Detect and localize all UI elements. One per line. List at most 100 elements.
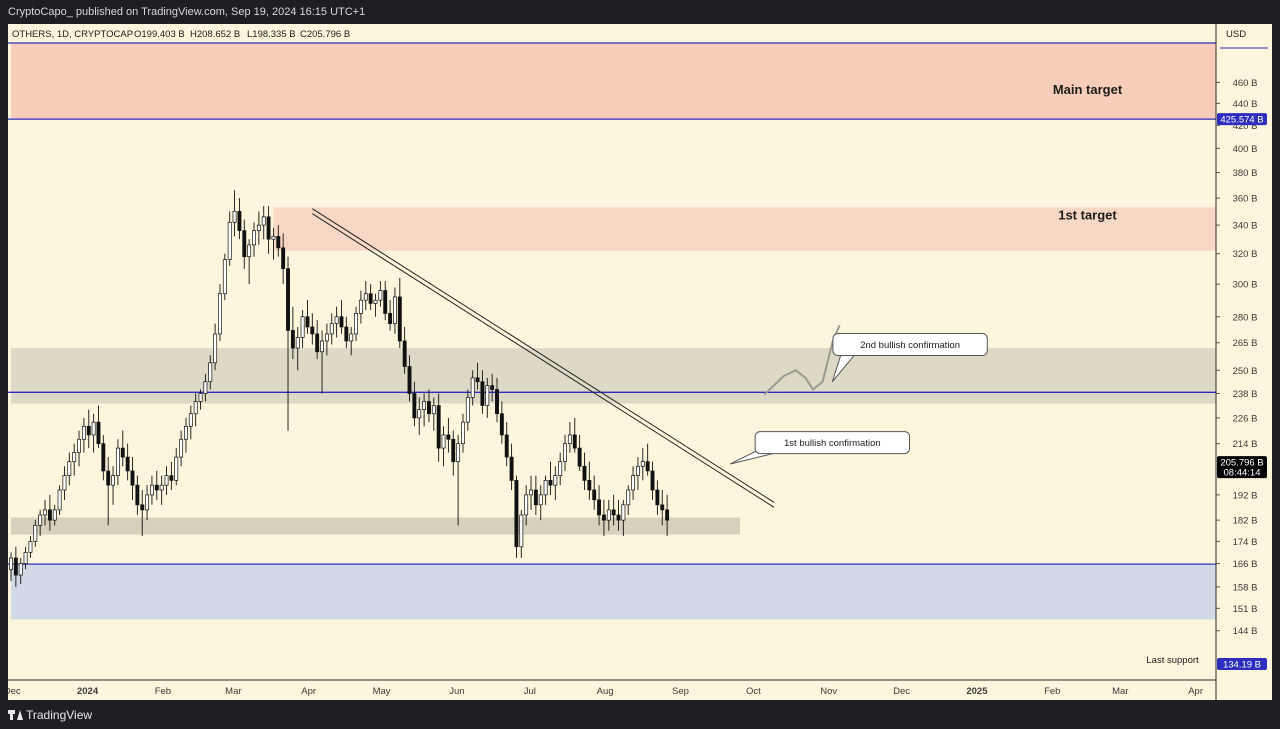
tradingview-logo[interactable]: TradingView — [8, 708, 92, 722]
candle-body — [198, 393, 203, 402]
price-tick-label: 440 B — [1233, 99, 1258, 110]
candle-body — [349, 333, 354, 342]
candle-body — [354, 313, 359, 335]
candle-body — [218, 293, 222, 335]
candle-body — [18, 563, 23, 576]
candle-body — [485, 385, 490, 406]
candle-body — [115, 447, 120, 476]
first-target-zone[interactable] — [273, 207, 1216, 251]
candle-body — [232, 211, 237, 223]
candle-body — [499, 413, 504, 436]
time-tick-label: Dec — [893, 686, 910, 697]
candle-body — [543, 480, 548, 496]
candle-body — [169, 475, 174, 481]
price-chart[interactable]: Main target 1st target Last support 2nd bul… — [8, 24, 1272, 700]
last-support-zone[interactable] — [11, 565, 1216, 620]
candle-body — [125, 456, 130, 472]
callout-text: 2nd bullish confirmation — [860, 340, 960, 351]
candle-body — [475, 377, 480, 383]
candle-body — [412, 393, 417, 419]
candle-body — [72, 452, 77, 463]
candle-body — [587, 480, 592, 491]
downtrend-line-parallel[interactable] — [312, 213, 775, 508]
candle-body — [261, 216, 266, 226]
candle-body — [81, 425, 86, 440]
candle-body — [213, 333, 218, 364]
price-tick-label: 340 B — [1233, 221, 1258, 232]
support-zone[interactable] — [11, 517, 740, 535]
candle-body — [9, 557, 13, 570]
candle-body — [402, 340, 407, 367]
candle-body — [324, 333, 329, 342]
price-axis-panel[interactable] — [1216, 24, 1272, 700]
callout-box[interactable] — [832, 333, 988, 357]
price-badge[interactable] — [1217, 113, 1267, 126]
price-tick-label: 166 B — [1233, 559, 1258, 570]
candle-body — [480, 381, 485, 406]
downtrend-line[interactable] — [312, 208, 775, 503]
ohlc-close: C205.796 B — [300, 29, 350, 40]
candle-body — [140, 504, 145, 511]
candle-body — [52, 509, 57, 521]
candle-body — [601, 514, 606, 521]
footer-bar: TradingView — [0, 700, 1280, 729]
candle-body — [533, 489, 538, 506]
time-tick-label: Feb — [155, 686, 171, 697]
candle-body — [86, 425, 91, 436]
candle-body — [373, 299, 378, 304]
price-tick-label: 300 B — [1233, 280, 1258, 291]
candle-body — [407, 366, 412, 394]
candle-body — [383, 290, 388, 314]
callout-pointer — [831, 348, 856, 383]
time-tick-label: 2025 — [966, 686, 988, 697]
time-tick-label: Jun — [449, 686, 464, 697]
candle-body — [120, 447, 125, 458]
candle-body — [548, 480, 553, 486]
currency-label[interactable]: USD — [1226, 29, 1246, 40]
candle-body — [465, 397, 470, 423]
candle-body — [242, 230, 247, 258]
price-badge-label: 205.796 B — [1220, 458, 1263, 469]
candle-body — [305, 316, 310, 328]
candle-body — [577, 447, 582, 467]
candle-body — [645, 461, 650, 472]
candle-body — [135, 484, 140, 506]
candle-body — [446, 434, 451, 440]
candle-body — [179, 438, 184, 458]
callout-box[interactable] — [754, 431, 911, 455]
price-tick-label: 420 B — [1233, 121, 1258, 132]
candle-body — [635, 465, 640, 476]
candle-body — [397, 296, 402, 342]
candle-body — [67, 461, 72, 476]
candle-body — [514, 480, 519, 548]
price-tick-label: 174 B — [1233, 537, 1258, 548]
candle-body — [334, 316, 339, 324]
candle-body — [665, 509, 670, 521]
candle-body — [558, 461, 563, 476]
candle-body — [315, 333, 320, 353]
candle-body — [329, 323, 334, 335]
candle-body — [504, 434, 509, 458]
price-badge[interactable] — [1217, 456, 1267, 479]
chart-frame[interactable]: Main target 1st target Last support 2nd bul… — [8, 24, 1272, 700]
projection-path[interactable] — [763, 324, 841, 396]
candle-body — [271, 235, 276, 240]
candle-body — [631, 475, 636, 491]
candle-body — [252, 230, 256, 246]
candle-body — [237, 211, 242, 232]
candle-body — [529, 489, 533, 496]
candle-body — [33, 525, 38, 542]
time-tick-label: May — [373, 686, 391, 697]
candle-body — [597, 499, 602, 516]
main-target-zone[interactable] — [11, 43, 1216, 120]
candle-body — [106, 470, 111, 486]
price-badge[interactable] — [1217, 658, 1267, 671]
candle-body — [344, 326, 349, 342]
bullish-confirmation-zone[interactable] — [11, 348, 1216, 404]
candle-body — [310, 326, 315, 335]
candle-body — [621, 504, 626, 521]
candle-body — [441, 434, 446, 449]
candle-body — [208, 362, 213, 383]
candle-body — [495, 389, 499, 415]
candle-body — [256, 224, 261, 232]
